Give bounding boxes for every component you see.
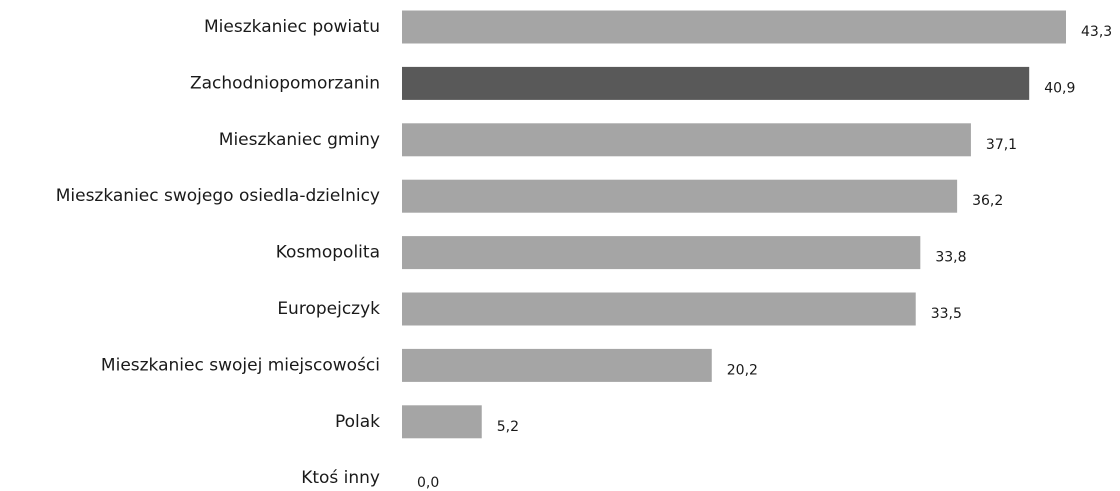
category-label: Mieszkaniec gminy [219, 130, 380, 150]
bar [402, 292, 916, 326]
category-label: Europejczyk [277, 299, 380, 319]
data-label: 5,2 [497, 419, 519, 435]
bar [402, 123, 971, 157]
bar [402, 236, 921, 270]
category-label: Zachodniopomorzanin [190, 73, 380, 93]
data-label: 20,2 [727, 362, 758, 378]
bar [402, 405, 482, 439]
data-label: 36,2 [972, 193, 1003, 209]
data-label: 37,1 [986, 137, 1017, 153]
bar [402, 10, 1066, 44]
bar [402, 66, 1030, 100]
category-label: Mieszkaniec swojego osiedla-dzielnicy [56, 186, 380, 206]
category-label: Kosmopolita [276, 243, 380, 263]
category-label: Mieszkaniec powiatu [204, 17, 380, 37]
data-label: 33,5 [931, 306, 962, 322]
category-label: Mieszkaniec swojej miejscowości [101, 355, 380, 375]
bar [402, 348, 712, 382]
data-label: 40,9 [1044, 80, 1075, 96]
data-label: 33,8 [935, 250, 966, 266]
data-label: 43,3 [1081, 24, 1112, 40]
category-label: Polak [335, 412, 380, 432]
category-label: Ktoś inny [301, 468, 380, 488]
data-label: 0,0 [417, 475, 439, 491]
bar [402, 179, 958, 213]
